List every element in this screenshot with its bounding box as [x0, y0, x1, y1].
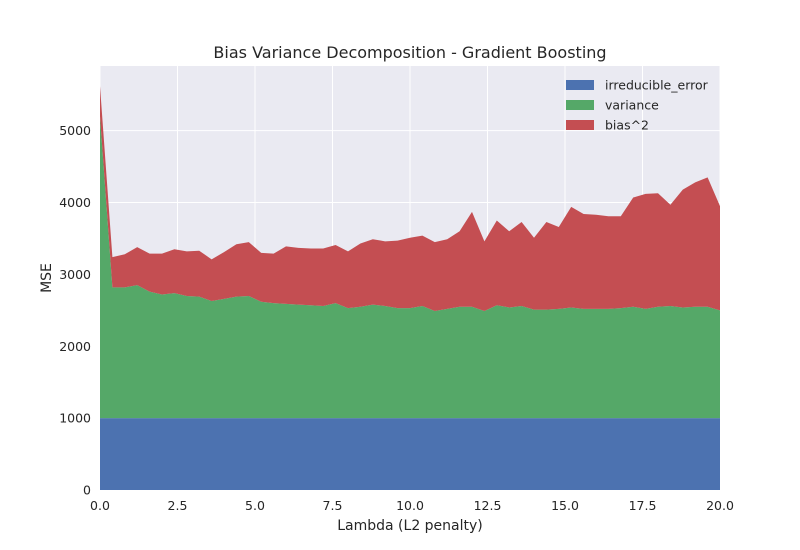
ticks: 0.0 2.5 5.0 7.5 10.0 12.5 15.0 17.5 20.0 0 1000 200…: [59, 123, 734, 513]
y-tick-label: 2000: [59, 339, 91, 354]
y-axis-label: MSE: [39, 263, 55, 293]
stacked-areas: [100, 86, 720, 490]
legend-label: variance: [605, 98, 659, 113]
legend-swatch: [566, 80, 594, 90]
area-variance: [100, 116, 720, 419]
y-tick-label: 1000: [59, 411, 91, 426]
legend-swatch: [566, 100, 594, 110]
legend: irreducible_error variance bias^2: [566, 78, 709, 133]
legend-swatch: [566, 120, 594, 130]
x-tick-label: 2.5: [168, 498, 188, 513]
y-tick-label: 0: [83, 483, 91, 498]
x-tick-label: 10.0: [396, 498, 424, 513]
x-axis-label: Lambda (L2 penalty): [337, 518, 483, 534]
y-tick-label: 4000: [59, 195, 91, 210]
legend-label: bias^2: [605, 118, 649, 133]
x-tick-label: 17.5: [629, 498, 657, 513]
x-tick-label: 15.0: [551, 498, 579, 513]
x-tick-label: 7.5: [323, 498, 343, 513]
chart-title: Bias Variance Decomposition - Gradient B…: [213, 43, 606, 62]
x-tick-label: 5.0: [245, 498, 265, 513]
y-tick-label: 3000: [59, 267, 91, 282]
x-tick-label: 0.0: [90, 498, 110, 513]
area-bias-2: [100, 86, 720, 312]
y-tick-label: 5000: [59, 123, 91, 138]
x-tick-label: 12.5: [474, 498, 502, 513]
area-irreducible-error: [100, 418, 720, 490]
x-tick-label: 20.0: [706, 498, 734, 513]
legend-label: irreducible_error: [605, 78, 709, 93]
